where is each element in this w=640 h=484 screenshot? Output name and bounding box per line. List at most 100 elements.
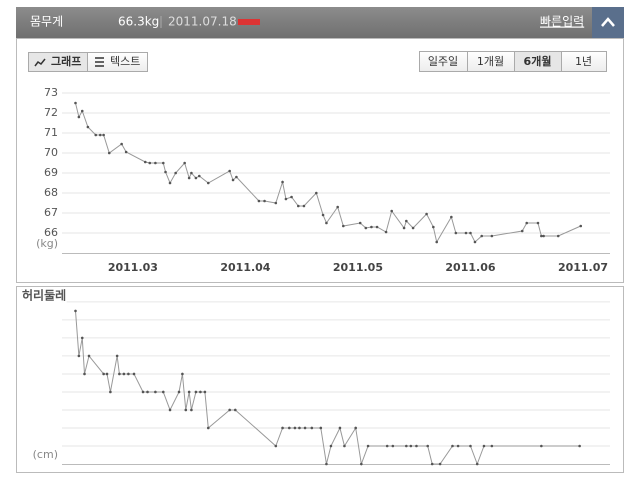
y-tick-label: 69 bbox=[44, 166, 58, 179]
data-point bbox=[385, 444, 389, 448]
data-point bbox=[473, 240, 477, 244]
data-line bbox=[75, 310, 580, 466]
data-point bbox=[411, 226, 415, 230]
data-point bbox=[187, 390, 191, 394]
data-point bbox=[319, 426, 323, 430]
quick-input-link[interactable]: 빠른입력 bbox=[540, 15, 584, 29]
data-point bbox=[154, 390, 157, 394]
data-point bbox=[77, 115, 81, 119]
y-tick-label: 73 bbox=[44, 86, 58, 99]
data-point bbox=[450, 215, 453, 219]
y-tick-label: 68 bbox=[44, 186, 58, 199]
collapse-button[interactable] bbox=[592, 7, 624, 38]
panel bbox=[16, 286, 624, 473]
data-point bbox=[199, 390, 202, 394]
data-point bbox=[80, 109, 84, 113]
data-point bbox=[132, 372, 136, 376]
data-point bbox=[360, 462, 363, 466]
data-point bbox=[206, 426, 210, 430]
y-tick-label: 70 bbox=[44, 146, 58, 159]
data-point bbox=[174, 171, 177, 175]
data-point bbox=[233, 408, 237, 412]
data-point bbox=[415, 444, 418, 448]
data-point bbox=[274, 201, 278, 205]
data-point bbox=[302, 204, 306, 208]
y-unit: (kg) bbox=[36, 237, 58, 250]
data-point bbox=[115, 354, 119, 358]
header-value: 66.3kg bbox=[118, 15, 159, 29]
data-point bbox=[143, 160, 147, 164]
data-point bbox=[321, 213, 325, 217]
header-bar bbox=[16, 7, 624, 38]
data-point bbox=[203, 390, 207, 394]
data-point bbox=[338, 426, 342, 430]
x-tick-label: 2011.05 bbox=[333, 261, 383, 274]
tab-label: 그래프 bbox=[51, 54, 81, 68]
y-tick-label: 66 bbox=[44, 226, 58, 239]
data-point bbox=[80, 336, 84, 340]
data-point bbox=[525, 221, 529, 225]
chevron-icon bbox=[601, 17, 615, 27]
data-point bbox=[194, 390, 198, 394]
data-point bbox=[177, 390, 181, 394]
data-point bbox=[375, 225, 379, 229]
data-point bbox=[354, 426, 357, 430]
data-point bbox=[293, 426, 297, 430]
data-point bbox=[228, 169, 231, 173]
data-point bbox=[154, 161, 157, 165]
data-point bbox=[451, 444, 454, 448]
data-point bbox=[148, 161, 152, 165]
data-point bbox=[425, 212, 428, 216]
x-tick-label: 2011.07 bbox=[558, 261, 608, 274]
data-point bbox=[432, 225, 435, 229]
data-point bbox=[366, 444, 370, 448]
list-icon bbox=[95, 57, 104, 67]
data-point bbox=[168, 181, 172, 185]
y-unit: (cm) bbox=[33, 448, 58, 461]
data-point bbox=[469, 231, 472, 235]
data-point bbox=[102, 372, 105, 376]
data-point bbox=[281, 180, 284, 184]
data-point bbox=[480, 234, 484, 238]
data-point bbox=[118, 372, 121, 376]
data-point bbox=[263, 199, 266, 203]
y-tick-label: 71 bbox=[44, 126, 58, 139]
data-point bbox=[540, 444, 543, 448]
data-point bbox=[206, 181, 210, 185]
data-point bbox=[426, 444, 430, 448]
data-point bbox=[303, 426, 307, 430]
data-point bbox=[77, 354, 81, 358]
data-point bbox=[454, 231, 458, 235]
data-point bbox=[107, 151, 111, 155]
data-point bbox=[146, 390, 149, 394]
data-point bbox=[405, 219, 408, 223]
range-label: 1개월 bbox=[477, 55, 504, 68]
data-point bbox=[297, 204, 300, 208]
x-tick-label: 2011.04 bbox=[220, 261, 270, 274]
range-button[interactable] bbox=[561, 51, 607, 72]
data-point bbox=[187, 176, 191, 180]
data-point bbox=[109, 390, 112, 394]
range-label: 일주일 bbox=[428, 54, 458, 68]
data-point bbox=[456, 444, 460, 448]
data-point bbox=[438, 462, 442, 466]
data-point bbox=[325, 462, 328, 466]
range-label: 6개월 bbox=[524, 54, 552, 68]
data-point bbox=[358, 221, 362, 225]
data-point bbox=[325, 221, 328, 225]
graph-icon bbox=[34, 58, 46, 67]
x-tick-label: 2011.06 bbox=[445, 261, 495, 274]
data-point bbox=[105, 372, 109, 376]
data-point bbox=[409, 444, 413, 448]
chart-title: 허리둘레 bbox=[22, 288, 66, 303]
data-point bbox=[141, 390, 145, 394]
data-point bbox=[284, 197, 288, 201]
data-point bbox=[384, 230, 388, 234]
data-point bbox=[102, 133, 105, 137]
data-point bbox=[228, 408, 231, 412]
data-point bbox=[197, 174, 201, 178]
y-tick-label: 72 bbox=[44, 106, 58, 119]
data-point bbox=[87, 354, 91, 358]
data-point bbox=[127, 372, 130, 376]
